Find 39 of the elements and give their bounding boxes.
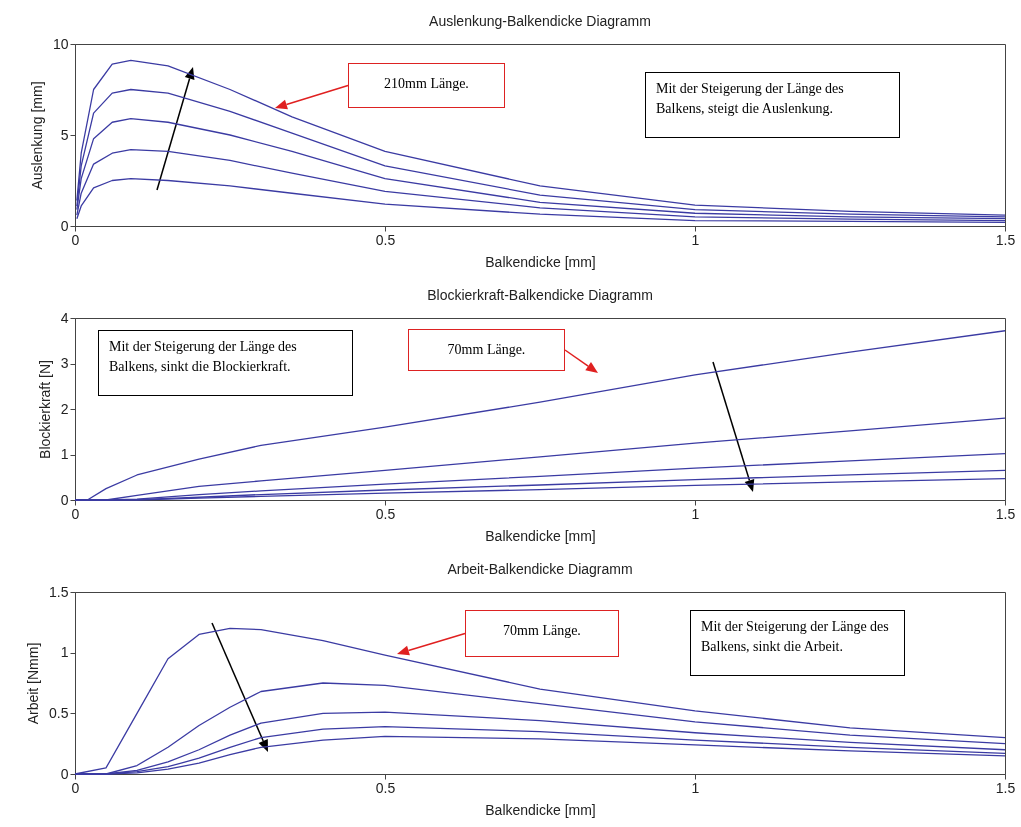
x-axis-title: Balkendicke [mm] — [485, 801, 596, 818]
x-axis-title: Balkendicke [mm] — [485, 527, 596, 544]
x-tick-label: 0 — [71, 779, 80, 796]
x-tick-label: 1.5 — [995, 505, 1016, 522]
chart-title: Blockierkraft-Balkendicke Diagramm — [427, 287, 653, 303]
y-tick-label: 3 — [60, 355, 69, 371]
y-tick-label: 0.5 — [49, 704, 69, 721]
x-tick-label: 1 — [691, 779, 700, 796]
text-box: 70mm Länge. — [408, 329, 565, 371]
y-tick-label: 5 — [60, 126, 69, 143]
y-tick-label: 0 — [60, 217, 69, 234]
chart-title: Auslenkung-Balkendicke Diagramm — [429, 13, 651, 29]
x-tick-label: 1.5 — [995, 231, 1016, 248]
y-tick-label: 0 — [60, 491, 69, 508]
y-tick-label: 1.5 — [49, 583, 69, 600]
x-axis-title: Balkendicke [mm] — [485, 253, 596, 270]
x-tick-label: 0.5 — [375, 231, 396, 248]
text-box: Mit der Steigerung der Länge des Balkens, steigt die Auslenkung. — [645, 72, 900, 138]
text-box: 210mm Länge. — [348, 63, 505, 108]
y-tick-label: 10 — [52, 35, 69, 52]
chart-title: Arbeit-Balkendicke Diagramm — [447, 561, 633, 577]
y-axis-title: Arbeit [Nmm] — [25, 642, 42, 725]
text-box: Mit der Steigerung der Länge des Balkens, sinkt die Blockierkraft. — [98, 330, 353, 396]
x-tick-label: 0.5 — [375, 779, 396, 796]
x-tick-label: 1 — [691, 505, 700, 522]
x-tick-label: 1.5 — [995, 779, 1016, 796]
y-axis-title: Auslenkung [mm] — [28, 81, 45, 190]
y-tick-label: 2 — [60, 400, 69, 417]
x-tick-label: 1 — [691, 231, 700, 248]
x-tick-label: 0 — [71, 231, 80, 248]
y-tick-label: 4 — [60, 309, 69, 326]
x-tick-label: 0 — [71, 505, 80, 522]
x-tick-label: 0.5 — [375, 505, 396, 522]
y-tick-label: 1 — [60, 446, 69, 462]
text-box: Mit der Steigerung der Länge des Balkens, sinkt die Arbeit. — [690, 610, 905, 676]
y-tick-label: 0 — [60, 765, 69, 782]
y-tick-label: 1 — [60, 644, 69, 661]
text-box: 70mm Länge. — [465, 610, 619, 657]
y-axis-title: Blockierkraft [N] — [36, 360, 53, 459]
